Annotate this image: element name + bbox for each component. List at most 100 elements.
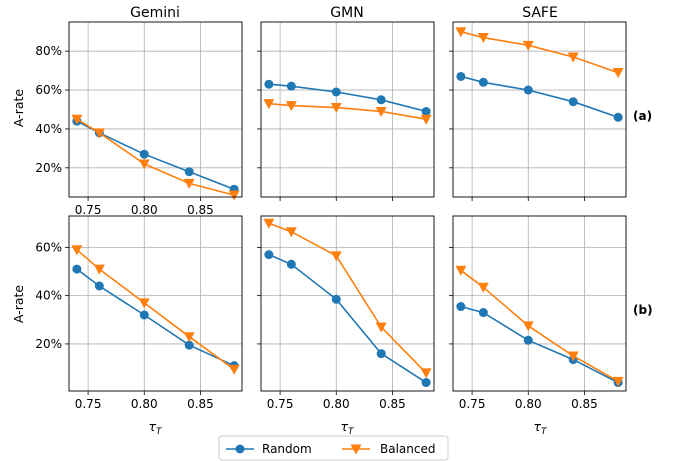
x-tick-label: 0.85 [571,397,598,411]
plot-area [69,216,242,391]
x-tick-label: 0.75 [75,203,102,217]
column-title-gmn: GMN [330,5,363,21]
panel-a-safe [449,21,627,201]
series-random-point [184,167,194,177]
plot-area [69,22,242,197]
series-random-point [478,77,488,87]
xlabel-gmn-sub: T [348,427,355,437]
series-random-point [72,264,82,274]
panel-a-gmn [257,21,435,201]
panel-b-gmn: 0.75 0.80 0.85 [257,215,435,411]
panel-frame [68,21,243,198]
series-random-point [264,79,274,89]
series-balanced-point [420,114,432,125]
x-tick-label: 0.80 [131,397,158,411]
xlabel-safe: τT [533,419,548,437]
series-random-point [568,97,578,107]
x-tick-label: 0.75 [459,397,486,411]
series-balanced-point [183,332,195,343]
series-balanced-point [93,264,105,275]
ylabel-top: A-rate [11,89,26,127]
series-balanced-point [263,99,275,110]
series-random-point [456,302,466,312]
panel-b-gemini: 0.75 0.80 0.85 20% 40% 60% [35,215,243,411]
xlabel-gemini: τT [148,419,163,437]
series-random-point [613,112,623,122]
column-title-safe: SAFE [522,5,558,21]
row-label-b: (b) [633,303,653,317]
panel-frame [68,215,243,392]
legend-random-label: Random [262,442,312,456]
panel-frame [260,215,435,392]
series-random-point [139,310,149,320]
x-tick-label: 0.85 [379,397,406,411]
series-balanced-point [567,52,579,63]
series-random-point [94,281,104,291]
xlabel-gmn-base: τ [340,419,348,434]
x-tick-label: 0.85 [187,203,214,217]
series-balanced-point [71,245,83,256]
series-balanced-point [183,178,195,189]
x-tick-label: 0.80 [131,203,158,217]
series-balanced-point [477,33,489,44]
plot-area [261,216,434,391]
y-tick-label: 40% [35,122,62,136]
series-balanced-point [567,351,579,362]
series-balanced-point [522,321,534,332]
x-tick-label: 0.80 [515,397,542,411]
series-random-point [421,106,431,116]
series-balanced-point [375,322,387,333]
y-tick-label: 80% [35,44,62,58]
panel-frame [452,215,627,392]
panel-frame [452,21,627,198]
y-tick-label: 60% [35,240,62,254]
series-balanced-point [612,376,624,387]
series-balanced-point [477,282,489,293]
series-balanced-point [263,218,275,229]
y-tick-label: 40% [35,289,62,303]
row-label-a: (a) [633,109,652,123]
series-balanced-point [330,103,342,114]
panel-b-safe: 0.75 0.80 0.85 [449,215,627,411]
series-balanced-point [455,265,467,276]
legend-balanced-label: Balanced [380,442,435,456]
series-balanced-point [612,68,624,79]
y-tick-label: 20% [35,337,62,351]
series-balanced-point [330,251,342,262]
plot-area [261,22,434,197]
y-tick-label: 60% [35,83,62,97]
legend-frame [218,435,449,461]
series-random-point [139,149,149,159]
xlabel-gemini-base: τ [148,419,156,434]
series-balanced-point [285,101,297,112]
xlabel-gemini-sub: T [156,427,163,437]
series-random-point [478,308,488,318]
series-random-point [376,95,386,105]
plot-area [453,216,626,391]
ylabel-bottom: A-rate [11,285,26,323]
y-tick-label: 20% [35,161,62,175]
series-random-point [523,85,533,95]
panel-a-gemini: 0.75 0.80 0.85 20% 40% 60% 80% [35,21,243,217]
series-random-point [331,87,341,97]
series-random-point [286,259,296,269]
series-balanced-point [420,368,432,379]
series-balanced-point [93,128,105,139]
series-random-point [456,71,466,81]
series-balanced-point [285,227,297,238]
series-random-point [376,349,386,359]
series-random-point [331,294,341,304]
series-balanced-point [71,114,83,125]
legend-random-marker [235,444,245,454]
xlabel-safe-sub: T [541,427,548,437]
series-balanced-point [375,106,387,117]
series-balanced-point [138,159,150,170]
series-random-point [184,340,194,350]
xlabel-gmn: τT [340,419,355,437]
column-title-gemini: Gemini [130,5,180,21]
series-random-point [523,335,533,345]
x-tick-label: 0.85 [187,397,214,411]
series-balanced-point [228,364,240,375]
legend-balanced-marker [350,444,362,455]
